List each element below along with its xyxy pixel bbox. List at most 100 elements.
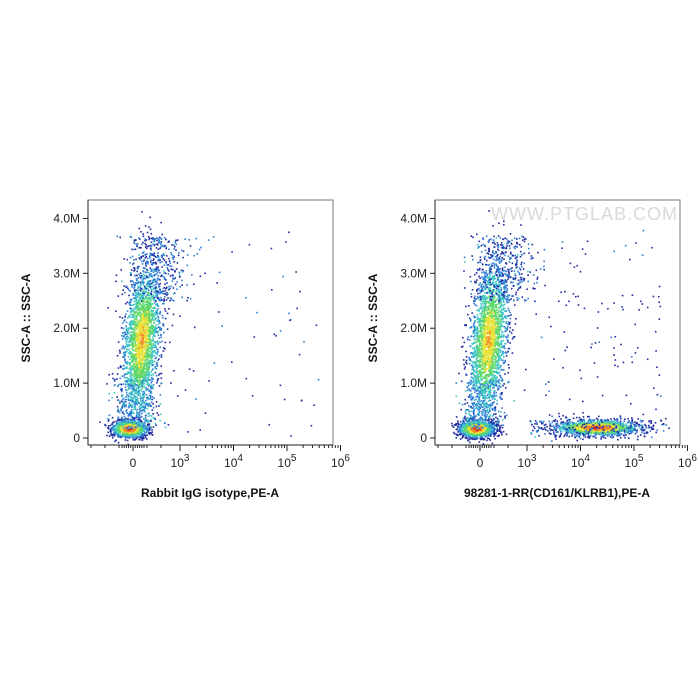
- event-dot: [141, 342, 143, 345]
- event-dot: [138, 312, 141, 314]
- event-dot: [148, 431, 150, 434]
- event-dot: [172, 258, 175, 260]
- event-dot: [116, 396, 118, 398]
- event-dot: [147, 319, 149, 322]
- event-dot: [148, 425, 150, 427]
- event-dot: [122, 424, 125, 426]
- event-dot: [142, 368, 144, 370]
- event-dot: [483, 390, 485, 392]
- event-dot: [131, 373, 134, 376]
- event-dot: [148, 309, 150, 312]
- event-dot: [132, 427, 135, 429]
- event-dot: [141, 288, 144, 291]
- event-dot: [156, 294, 159, 296]
- event-dot: [143, 277, 145, 280]
- event-dot: [501, 325, 503, 328]
- event-dot: [166, 328, 169, 330]
- event-dot: [139, 294, 141, 297]
- event-dot: [298, 353, 301, 356]
- event-dot: [118, 419, 120, 422]
- event-dot: [160, 241, 163, 243]
- event-dot: [142, 323, 144, 325]
- x-tick: 106: [331, 445, 350, 470]
- event-dot: [153, 312, 156, 315]
- event-dot: [502, 325, 505, 328]
- event-dot: [114, 429, 117, 432]
- event-dot: [140, 283, 142, 285]
- event-dot: [143, 365, 146, 367]
- event-dot: [140, 257, 143, 259]
- event-dot: [164, 283, 166, 285]
- event-dot: [175, 239, 177, 242]
- event-dot: [494, 277, 496, 280]
- event-dot: [147, 289, 150, 292]
- event-dot: [156, 297, 159, 299]
- event-dot: [139, 345, 142, 348]
- event-dot: [473, 369, 475, 371]
- event-dot: [142, 401, 144, 404]
- event-dot: [216, 282, 218, 284]
- event-dot: [108, 435, 111, 437]
- event-dot: [137, 379, 139, 382]
- event-dot: [147, 262, 149, 265]
- event-dot: [119, 316, 121, 318]
- event-dot: [477, 355, 480, 358]
- event-dot: [170, 268, 172, 271]
- event-dot: [139, 303, 141, 305]
- event-dot: [120, 427, 123, 429]
- event-dot: [503, 220, 505, 223]
- event-dot: [144, 363, 147, 366]
- event-dot: [497, 318, 499, 320]
- event-dot: [133, 406, 135, 408]
- event-dot: [163, 236, 166, 239]
- event-dot: [138, 372, 140, 374]
- event-dot: [497, 341, 499, 343]
- event-dot: [172, 277, 174, 280]
- event-dot: [154, 367, 156, 369]
- event-dot: [175, 249, 177, 251]
- event-dot: [142, 241, 144, 244]
- event-dot: [122, 345, 124, 347]
- event-dot: [129, 404, 131, 407]
- event-dot: [127, 356, 130, 358]
- event-dot: [138, 377, 141, 380]
- event-dot: [140, 362, 142, 364]
- event-dot: [165, 238, 167, 241]
- event-dot: [128, 437, 131, 439]
- event-dot: [152, 368, 154, 370]
- event-dot: [139, 420, 142, 422]
- event-dot: [148, 403, 151, 405]
- event-dot: [139, 386, 141, 388]
- event-dot: [145, 387, 148, 389]
- event-dot: [131, 263, 134, 266]
- event-dot: [157, 312, 159, 315]
- event-dot: [483, 346, 486, 349]
- event-dot: [150, 338, 152, 341]
- y-tick: 2.0M: [53, 321, 88, 335]
- event-dot: [146, 364, 148, 366]
- event-dot: [145, 297, 147, 300]
- event-dot: [145, 349, 148, 351]
- event-dot: [500, 365, 502, 367]
- event-dot: [148, 312, 151, 315]
- event-dot: [131, 316, 134, 318]
- event-dot: [145, 345, 147, 347]
- event-dot: [146, 423, 149, 426]
- event-dot: [158, 405, 160, 407]
- event-dot: [158, 298, 161, 301]
- event-dot: [133, 363, 135, 365]
- event-dot: [138, 361, 140, 364]
- event-dot: [147, 402, 150, 405]
- event-dot: [117, 295, 120, 297]
- event-dot: [163, 292, 165, 295]
- event-dot: [153, 332, 156, 334]
- event-dot: [270, 247, 273, 250]
- event-dot: [138, 309, 141, 311]
- event-dot: [507, 350, 509, 353]
- event-dot: [143, 367, 145, 369]
- event-dot: [171, 244, 173, 246]
- event-dot: [125, 346, 127, 349]
- event-dot: [170, 285, 173, 288]
- event-dot: [144, 331, 146, 334]
